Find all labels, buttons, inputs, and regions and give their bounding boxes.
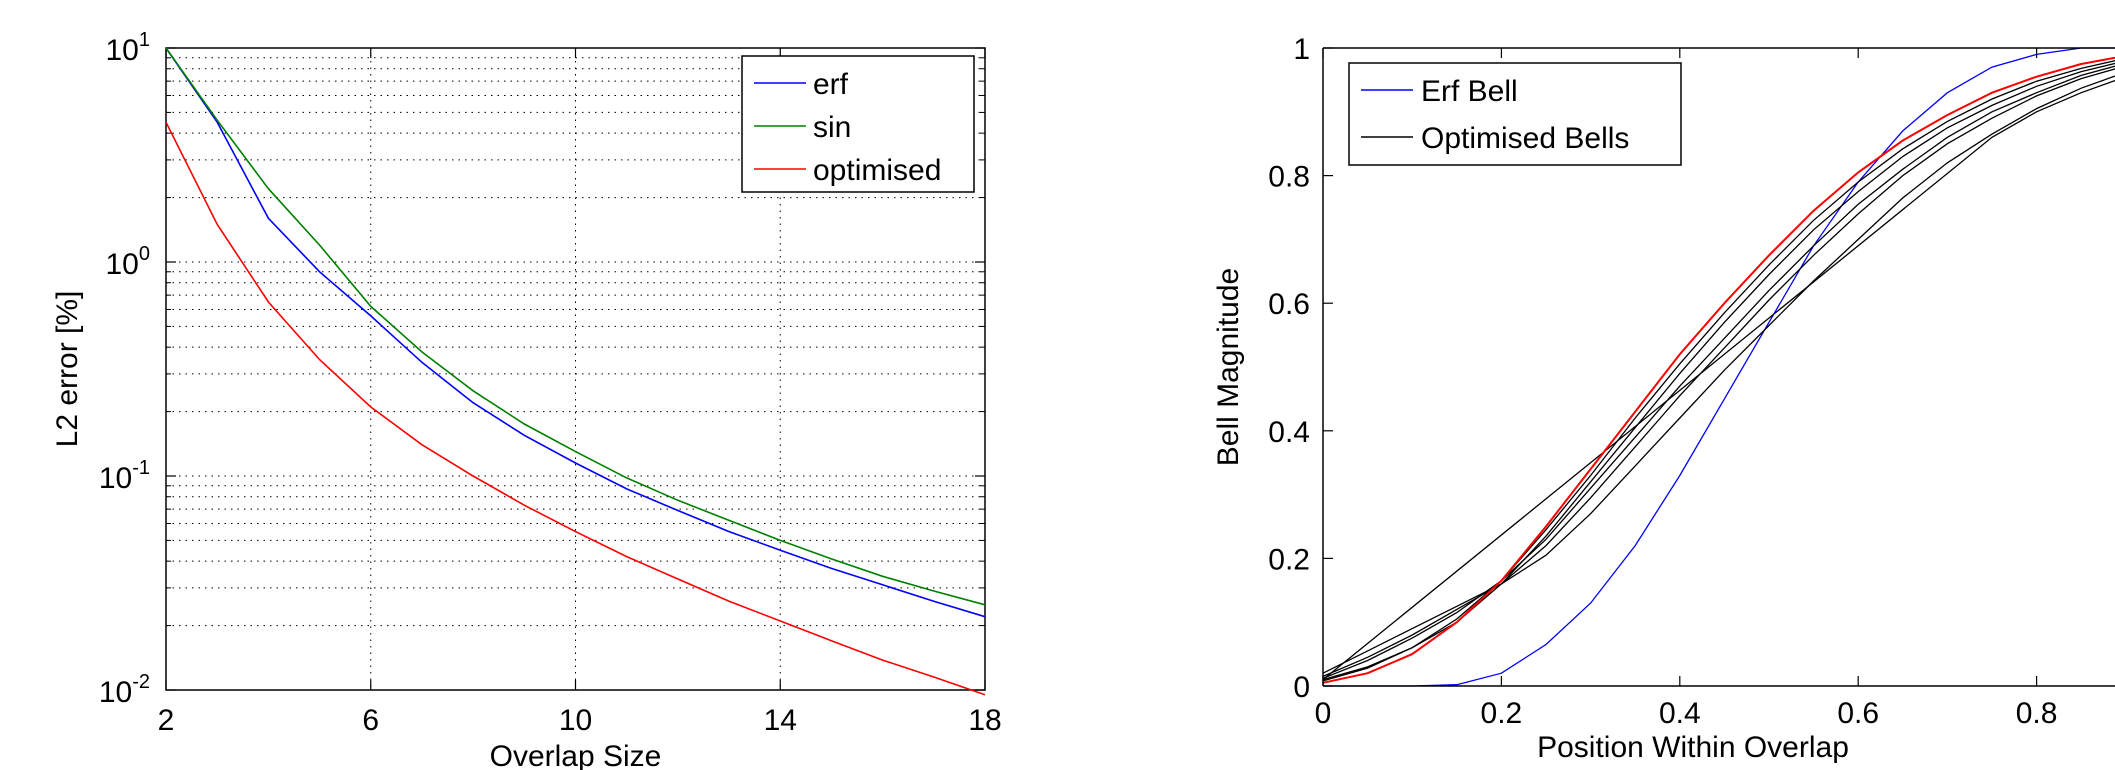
x-tick-label: 2: [158, 704, 175, 737]
y-tick-label-base: 10: [99, 462, 132, 495]
x-axis-label: Overlap Size: [490, 740, 662, 770]
legend-box: [1348, 62, 1682, 166]
series-line: [1322, 60, 2115, 682]
x-tick-label: 18: [968, 704, 1001, 737]
series-line: [1322, 79, 2115, 681]
x-tick-label: 0: [1315, 697, 1332, 730]
series-line-sin: [165, 47, 986, 606]
legend-label: optimised: [813, 154, 941, 187]
x-tick-label: 10: [559, 704, 592, 737]
series-line: [1322, 68, 2115, 677]
y-tick-label: 10-1: [99, 457, 150, 495]
x-tick-label: 0.2: [1481, 697, 1523, 730]
series-line-erf: [165, 47, 986, 618]
y-tick-label-base: 10: [99, 676, 132, 709]
legend-label: sin: [813, 111, 851, 144]
y-tick-label: 0.4: [1268, 416, 1310, 449]
legend: Erf Bell Optimised Bells: [1348, 62, 1682, 166]
x-tick-label: 6: [362, 704, 379, 737]
y-tick-label-exponent: -1: [132, 457, 150, 479]
y-tick-label: 0.8: [1268, 161, 1310, 194]
y-tick-label: 0.6: [1268, 288, 1310, 321]
y-tick-label: 101: [106, 29, 151, 67]
series-line: [1323, 47, 2115, 687]
x-tick-label: 0.8: [2016, 697, 2058, 730]
legend-label: Optimised Bells: [1421, 122, 1629, 155]
y-tick-label: 0: [1293, 671, 1310, 704]
y-tick-label: 100: [106, 243, 151, 281]
x-tick-label: 14: [764, 704, 797, 737]
x-axis-label: Position Within Overlap: [1537, 731, 1849, 764]
y-tick-label-exponent: -2: [132, 671, 150, 693]
legend-label: erf: [813, 68, 849, 101]
y-tick-label-base: 10: [106, 34, 139, 67]
y-tick-label-exponent: 1: [139, 29, 150, 51]
chart-bell-magnitude: 0 0.2 0.4 0.6 0.8 0 0.2 0.4 0.6 0.8 1 Position With…: [1212, 33, 2115, 764]
y-tick-label: 1: [1293, 33, 1310, 66]
series-line-optimised: [165, 121, 986, 696]
y-tick-label-exponent: 0: [139, 243, 150, 265]
y-tick-label-base: 10: [106, 248, 139, 281]
series-line: [1322, 65, 2115, 679]
series-line: [1322, 75, 2115, 674]
series-line: [1322, 56, 2115, 684]
y-tick-label: 0.2: [1268, 543, 1310, 576]
y-tick-label: 10-2: [99, 671, 150, 709]
y-axis-label: Bell Magnitude: [1212, 268, 1245, 466]
x-tick-label: 0.6: [1837, 697, 1879, 730]
y-axis-label: L2 error [%]: [51, 291, 84, 448]
legend: erf sin optimised: [741, 55, 975, 193]
legend-label: Erf Bell: [1421, 75, 1518, 108]
x-tick-label: 0.4: [1659, 697, 1701, 730]
